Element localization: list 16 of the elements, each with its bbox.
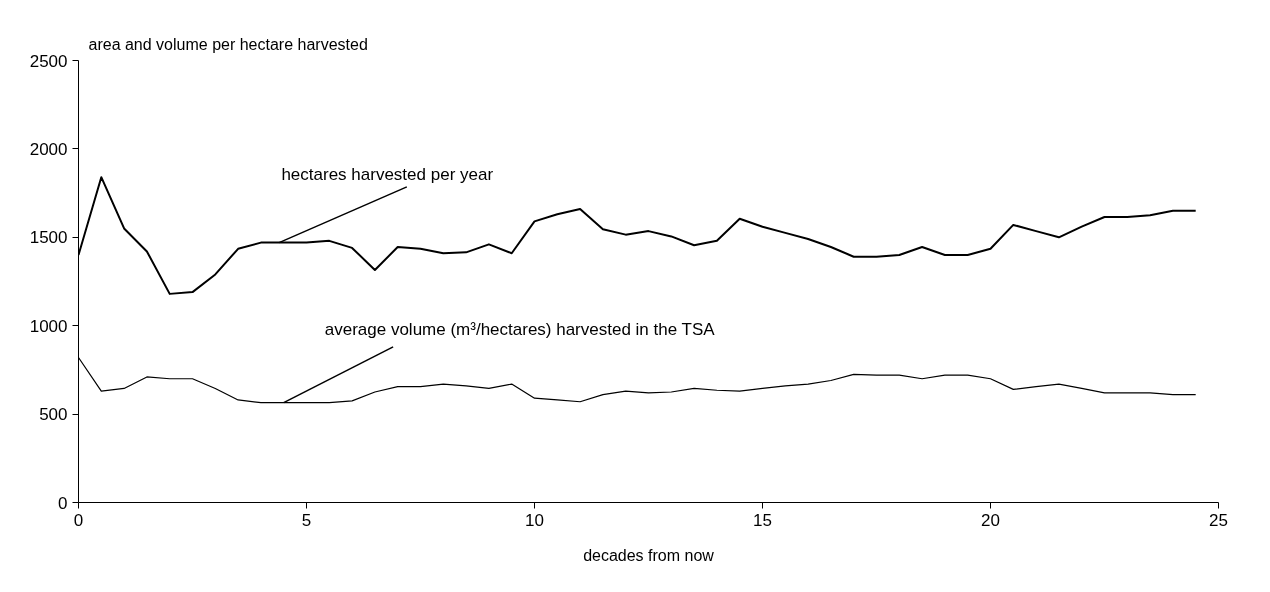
y-tick-label: 500	[39, 405, 68, 425]
x-tick-label: 15	[753, 510, 772, 530]
y-tick-label: 1000	[29, 316, 68, 336]
annotation: average volume (m³/hectares) harvested in the TSA	[324, 319, 716, 339]
y-tick-label: 1500	[29, 228, 68, 248]
x-tick-label: 0	[73, 510, 84, 530]
x-tick-label: 20	[981, 510, 1000, 530]
annotation: hectares harvested per year	[281, 165, 494, 185]
x-tick-label: 5	[301, 510, 312, 530]
x-tick-label: 25	[1209, 510, 1228, 530]
x-tick-label: 10	[525, 510, 544, 530]
y-tick-label: 2500	[29, 51, 68, 71]
x-axis-title: decades from now	[583, 546, 715, 564]
y-axis-title: area and volume per hectare harvested	[88, 35, 368, 53]
y-tick-label: 0	[58, 493, 68, 513]
y-tick-label: 2000	[29, 139, 68, 159]
